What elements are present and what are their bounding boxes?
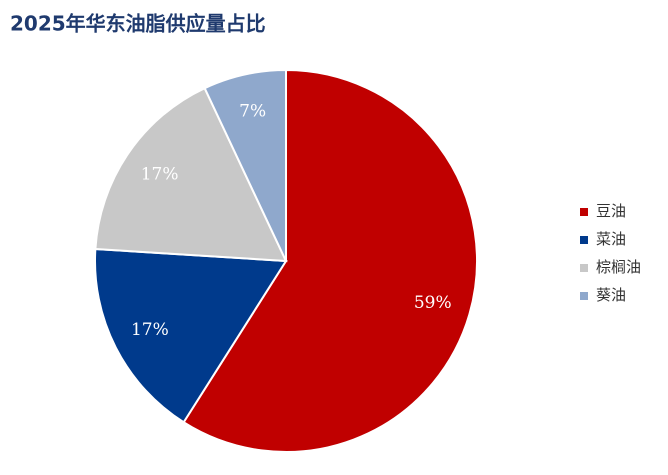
legend-label: 葵油 [596, 286, 626, 304]
data-label: 17% [131, 320, 169, 340]
pie-slice [182, 68, 478, 453]
chart-title: 2025年华东油脂供应量占比 [10, 12, 266, 36]
pie-slice [203, 68, 287, 262]
data-label: 7% [239, 101, 266, 121]
legend-swatch [580, 264, 588, 272]
legend-swatch [580, 236, 588, 244]
legend-label: 菜油 [596, 230, 626, 248]
legend-label: 豆油 [596, 202, 626, 220]
data-label: 59% [414, 293, 452, 313]
data-label: 17% [141, 165, 179, 185]
legend-label: 棕榈油 [596, 258, 641, 276]
legend-swatch [580, 292, 588, 300]
pie-slice [94, 247, 288, 424]
pie-slice [94, 86, 288, 263]
legend-swatch [580, 208, 588, 216]
